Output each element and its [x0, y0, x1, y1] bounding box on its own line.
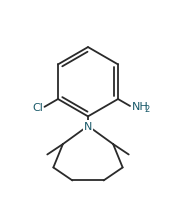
Text: Cl: Cl — [32, 102, 43, 112]
Text: 2: 2 — [145, 104, 150, 113]
Text: NH: NH — [132, 102, 149, 111]
Text: N: N — [84, 121, 92, 131]
